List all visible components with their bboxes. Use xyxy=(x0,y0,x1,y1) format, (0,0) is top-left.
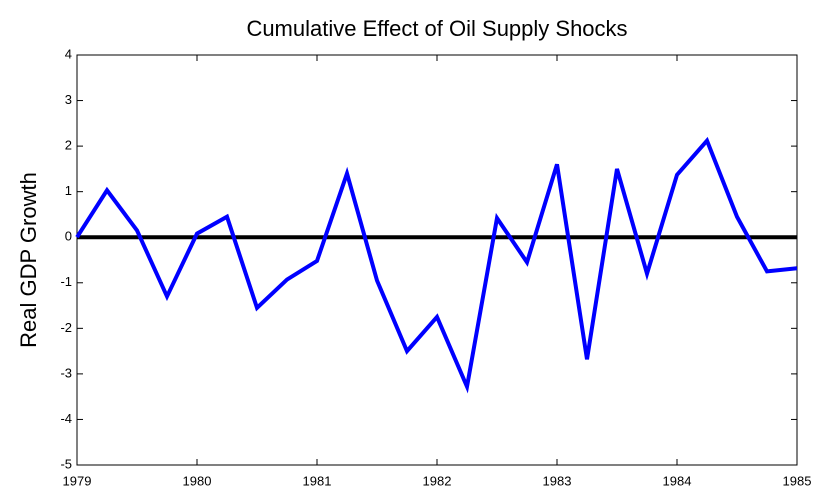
x-tick-label: 1983 xyxy=(543,473,572,488)
y-axis-label: Real GDP Growth xyxy=(16,172,41,348)
y-tick-label: -1 xyxy=(60,274,72,289)
x-tick-label: 1980 xyxy=(183,473,212,488)
y-tick-label: -5 xyxy=(60,456,72,471)
y-tick-label: 3 xyxy=(65,92,72,107)
x-tick-label: 1985 xyxy=(783,473,812,488)
y-tick-label: 1 xyxy=(65,183,72,198)
y-tick-label: -3 xyxy=(60,365,72,380)
x-tick-label: 1979 xyxy=(63,473,92,488)
y-tick-label: -2 xyxy=(60,320,72,335)
chart-title: Cumulative Effect of Oil Supply Shocks xyxy=(246,16,627,41)
x-tick-label: 1981 xyxy=(303,473,332,488)
x-tick-label: 1982 xyxy=(423,473,452,488)
x-tick-label: 1984 xyxy=(663,473,692,488)
y-tick-label: 4 xyxy=(65,46,72,61)
y-tick-label: 2 xyxy=(65,138,72,153)
data-line xyxy=(75,136,798,394)
y-tick-label: 0 xyxy=(65,229,72,244)
y-tick-label: -4 xyxy=(60,411,72,426)
